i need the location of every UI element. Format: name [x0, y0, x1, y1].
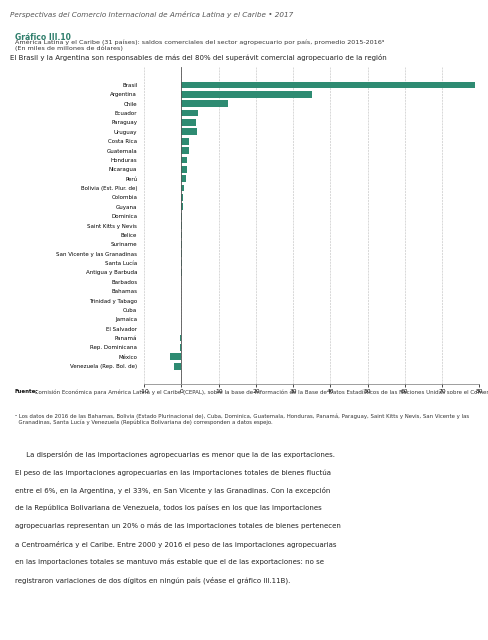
Text: Fuente:: Fuente: [15, 389, 38, 394]
Text: de la República Bolivariana de Venezuela, todos los países en los que las import: de la República Bolivariana de Venezuela… [15, 505, 321, 511]
Text: Capítulo III: Capítulo III [352, 10, 400, 19]
Bar [170, 353, 181, 360]
Text: entre el 6%, en la Argentina, y el 33%, en San Vicente y las Granadinas. Con la : entre el 6%, en la Argentina, y el 33%, … [15, 487, 329, 494]
Text: (En miles de millones de dólares): (En miles de millones de dólares) [15, 45, 122, 51]
Bar [181, 204, 182, 210]
Text: América Latina y el Caribe (31 países): saldos comerciales del sector agropecuar: América Latina y el Caribe (31 países): … [15, 40, 383, 45]
Text: El Brasil y la Argentina son responsables de más del 80% del superávit comercial: El Brasil y la Argentina son responsable… [10, 54, 386, 61]
Bar [174, 363, 181, 370]
Text: registraron variaciones de dos dígitos en ningún país (véase el gráfico III.11B): registraron variaciones de dos dígitos e… [15, 577, 289, 584]
Bar [181, 119, 196, 126]
Bar [181, 166, 187, 173]
Bar [181, 109, 198, 116]
Bar [181, 157, 187, 163]
Bar [180, 335, 181, 342]
Text: Perspectivas del Comercio Internacional de América Latina y el Caribe • 2017: Perspectivas del Comercio Internacional … [10, 11, 292, 18]
Text: ᵃ Los datos de 2016 de las Bahamas, Bolivia (Estado Plurinacional de), Cuba, Dom: ᵃ Los datos de 2016 de las Bahamas, Boli… [15, 413, 468, 426]
Text: en las importaciones totales se mantuvo más estable que el de las exportaciones:: en las importaciones totales se mantuvo … [15, 559, 323, 565]
Bar [181, 185, 184, 191]
Text: Gráfico III.10: Gráfico III.10 [15, 33, 70, 42]
Bar [181, 138, 188, 145]
Bar [181, 129, 197, 135]
Bar [181, 194, 183, 201]
Text: 141: 141 [452, 10, 469, 19]
Text: La dispersión de las importaciones agropecuarias es menor que la de las exportac: La dispersión de las importaciones agrop… [15, 451, 334, 458]
Bar [181, 147, 188, 154]
Text: El peso de las importaciones agropecuarias en las importaciones totales de biene: El peso de las importaciones agropecuari… [15, 469, 330, 476]
Text: agropecuarias representan un 20% o más de las importaciones totales de bienes pe: agropecuarias representan un 20% o más d… [15, 523, 340, 529]
Bar [179, 344, 181, 351]
Text: a Centroamérica y el Caribe. Entre 2000 y 2016 el peso de las importaciones agro: a Centroamérica y el Caribe. Entre 2000 … [15, 541, 335, 548]
Bar [181, 222, 182, 229]
Bar [181, 213, 182, 220]
Bar [181, 82, 474, 88]
Bar [181, 100, 227, 107]
Bar [181, 175, 185, 182]
Bar [181, 91, 311, 98]
Text: Comisión Económica para América Latina y el Caribe (CEPAL), sobre la base de inf: Comisión Económica para América Latina y… [33, 389, 488, 395]
